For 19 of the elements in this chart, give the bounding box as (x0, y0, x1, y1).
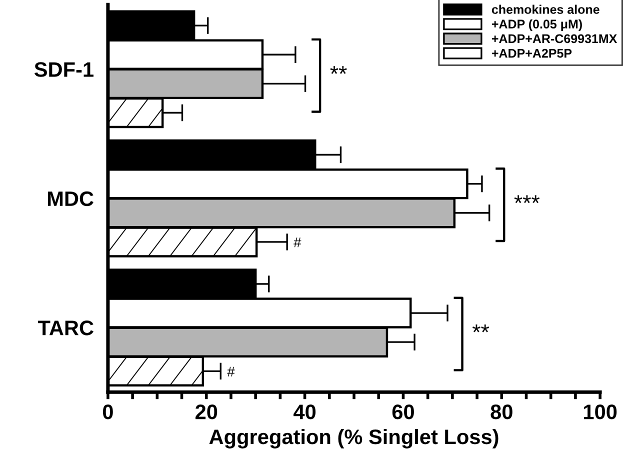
annotation: ** (330, 66, 347, 74)
legend-label: +ADP+AR-C69931MX (492, 34, 618, 44)
x-tick-label: 20 (196, 404, 218, 420)
x-tick-label: 80 (490, 404, 512, 420)
x-axis-title: Aggregation (% Singlet Loss) (209, 428, 498, 448)
x-tick-label: 0 (102, 404, 113, 420)
y-tick-label: TARC (38, 320, 94, 336)
x-tick-label: 100 (584, 404, 617, 420)
x-tick-label: 40 (294, 404, 316, 420)
x-tick-label: 60 (392, 404, 414, 420)
y-tick-label: SDF-1 (34, 62, 94, 77)
legend-label: +ADP (0.05 μM) (492, 19, 582, 31)
legend-label: +ADP+A2P5P (492, 48, 572, 58)
annotation: # (227, 366, 235, 376)
y-tick-label: MDC (48, 191, 94, 206)
annotation: *** (514, 195, 540, 204)
annotation: # (294, 238, 302, 248)
legend-label: chemokines alone (492, 4, 600, 14)
annotation: ** (472, 324, 490, 332)
